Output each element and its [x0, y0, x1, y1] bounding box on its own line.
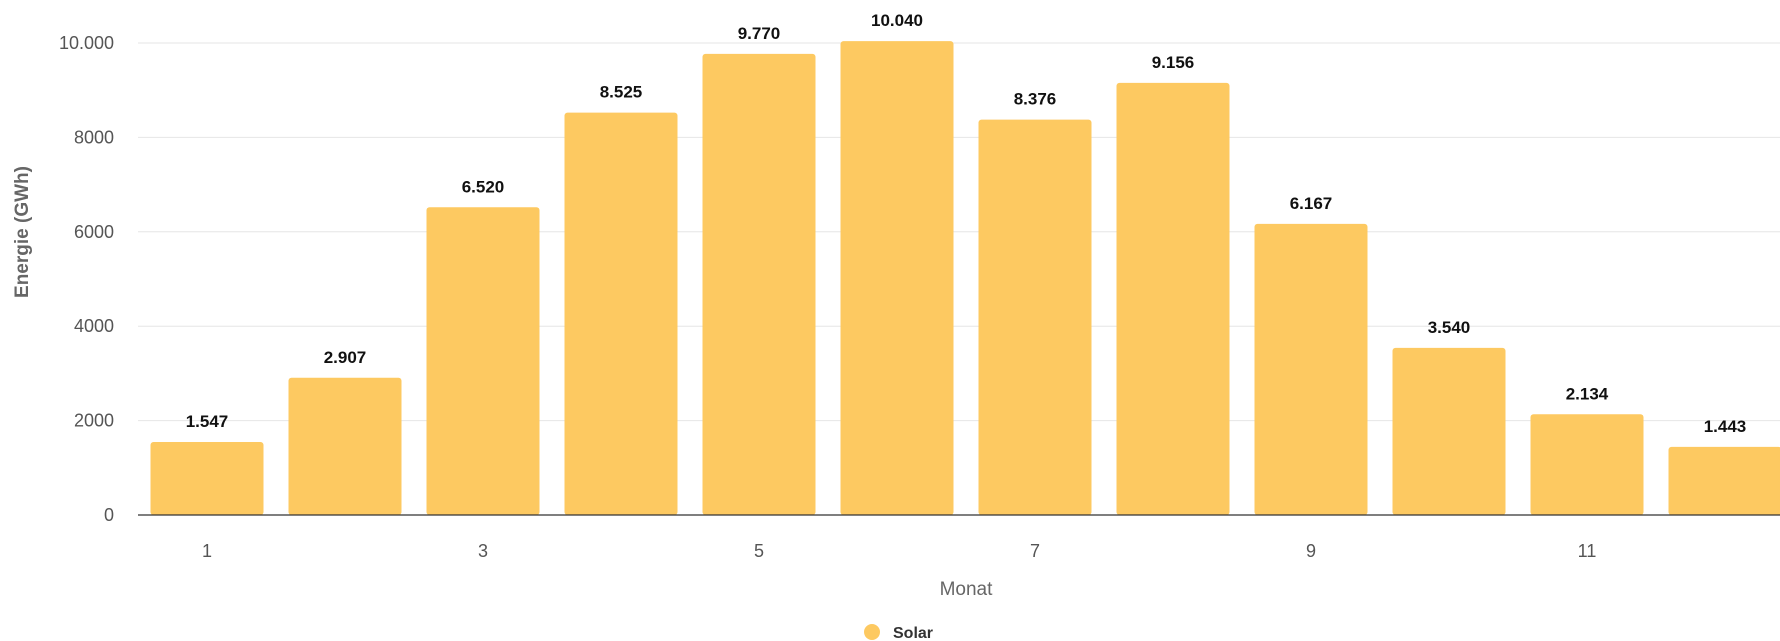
data-label-12: 1.443 [1704, 417, 1747, 436]
bar-11[interactable] [1530, 414, 1644, 515]
bar-5[interactable] [702, 53, 816, 516]
bar-3[interactable] [426, 207, 540, 516]
x-tick-label: 1 [202, 541, 212, 561]
x-tick-label: 9 [1306, 541, 1316, 561]
y-tick-label: 0 [104, 505, 114, 525]
data-label-2: 2.907 [324, 348, 367, 367]
y-axis-ticks: 0 2000 4000 6000 8000 10.000 [59, 33, 114, 525]
y-tick-label: 8000 [74, 127, 114, 147]
bar-4[interactable] [564, 112, 678, 516]
data-label-6: 10.040 [871, 11, 923, 30]
bar-12[interactable] [1668, 446, 1780, 515]
x-axis-ticks: 1 3 5 7 9 11 [202, 541, 1596, 561]
bar-8[interactable] [1116, 82, 1230, 516]
bar-6[interactable] [840, 41, 954, 515]
bar-10[interactable] [1392, 347, 1506, 515]
data-label-7: 8.376 [1014, 90, 1057, 109]
x-tick-label: 5 [754, 541, 764, 561]
y-tick-label: 2000 [74, 411, 114, 431]
x-tick-label: 7 [1030, 541, 1040, 561]
data-label-11: 2.134 [1566, 384, 1609, 403]
data-labels: 1.547 2.907 6.520 8.525 9.770 10.040 8.376 9.15… [186, 11, 1747, 436]
legend-marker-solar [864, 624, 880, 640]
y-tick-label: 10.000 [59, 33, 114, 53]
y-tick-label: 6000 [74, 222, 114, 242]
bar-7[interactable] [978, 119, 1092, 515]
x-tick-label: 3 [478, 541, 488, 561]
bars [150, 41, 1780, 516]
data-label-9: 6.167 [1290, 194, 1333, 213]
legend[interactable]: Solar [864, 624, 933, 641]
data-label-4: 8.525 [600, 83, 643, 102]
bar-1[interactable] [150, 441, 264, 515]
y-axis-title: Energie (GWh) [12, 166, 33, 298]
bar-2[interactable] [288, 377, 402, 515]
x-tick-label: 11 [1578, 541, 1597, 561]
bar-9[interactable] [1254, 223, 1368, 515]
x-axis-title: Monat [940, 579, 994, 600]
data-label-8: 9.156 [1152, 53, 1195, 72]
data-label-1: 1.547 [186, 412, 229, 431]
data-label-3: 6.520 [462, 177, 505, 196]
y-tick-label: 4000 [74, 316, 114, 336]
data-label-5: 9.770 [738, 24, 781, 43]
grid-lines [138, 42, 1780, 422]
data-label-10: 3.540 [1428, 318, 1471, 337]
legend-label-solar: Solar [893, 625, 933, 641]
